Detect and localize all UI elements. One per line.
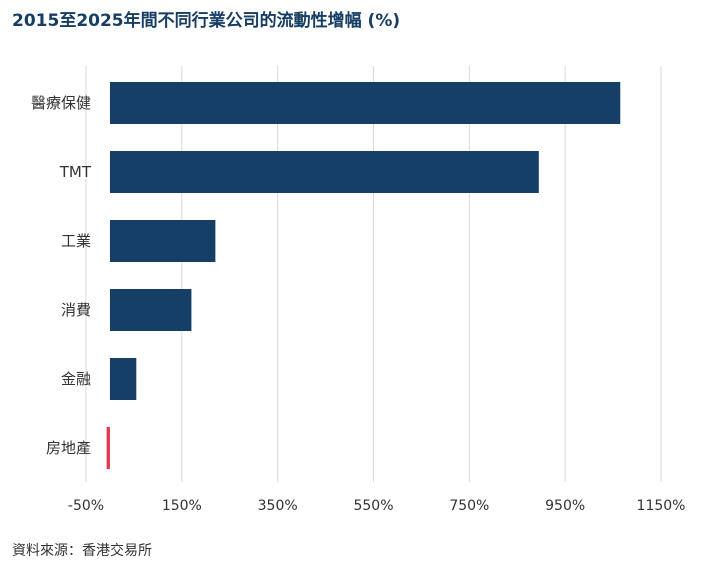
bar [109, 358, 137, 400]
category-label: 金融 [61, 370, 91, 388]
category-label: 房地產 [46, 439, 91, 457]
category-label: 醫療保健 [31, 94, 91, 112]
x-tick-label: 950% [545, 498, 585, 514]
x-tick-labels: -50% 150% 350% 550% 750% 950% 1150% [68, 498, 686, 514]
x-tick-label: 350% [258, 498, 298, 514]
x-tick-label: 750% [449, 498, 489, 514]
source-note: 資料來源：香港交易所 [12, 543, 152, 559]
chart-title: 2015至2025年間不同行業公司的流動性增幅 (%) [12, 11, 401, 31]
bar [109, 82, 621, 124]
bar [109, 220, 216, 262]
gridlines [85, 66, 662, 482]
x-tick-label: -50% [68, 498, 104, 514]
bars [106, 82, 621, 469]
bar [109, 151, 539, 193]
bar [106, 427, 110, 469]
x-tick-label: 550% [353, 498, 393, 514]
category-label: 消費 [61, 301, 91, 319]
x-tick-label: 1150% [637, 498, 686, 514]
category-label: TMT [59, 163, 92, 181]
bar [109, 289, 192, 331]
x-tick-label: 150% [162, 498, 202, 514]
category-label: 工業 [61, 232, 91, 250]
